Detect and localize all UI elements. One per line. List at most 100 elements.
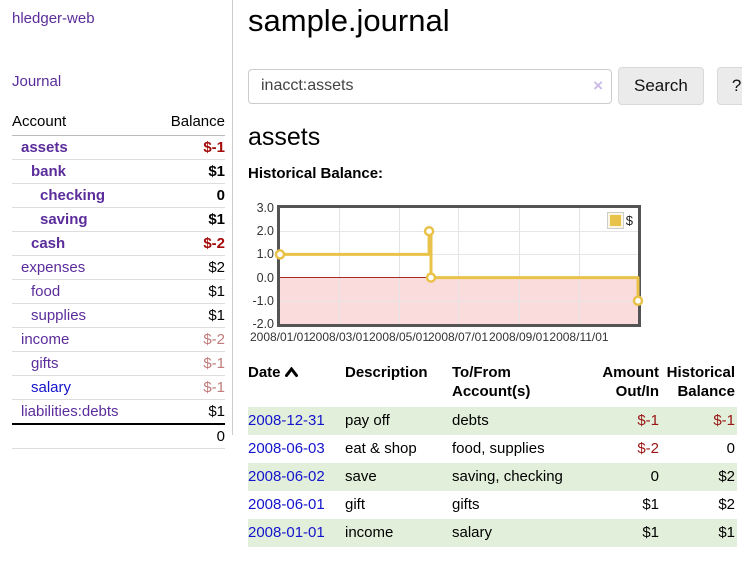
transaction-balance: $2 (659, 463, 737, 491)
y-tick-label: 1.0 (256, 247, 274, 261)
transaction-accounts: debts (452, 407, 582, 435)
account-link-supplies[interactable]: supplies (31, 307, 87, 324)
account-row: checking 0 (12, 183, 225, 208)
account-row: saving $1 (12, 207, 225, 232)
transaction-amount: $1 (582, 519, 659, 547)
account-balance: $1 (153, 279, 225, 304)
account-link-saving[interactable]: saving (40, 211, 88, 228)
account-link-food[interactable]: food (31, 283, 61, 300)
brand-link[interactable]: hledger-web (12, 10, 95, 27)
account-balance: $-2 (153, 327, 225, 352)
search-input[interactable] (248, 68, 612, 104)
account-balance: $1 (153, 207, 225, 232)
gridline (579, 208, 580, 324)
chart-heading: Historical Balance: (248, 165, 384, 182)
account-balance: $1 (153, 303, 225, 328)
transaction-accounts: salary (452, 519, 582, 547)
transaction-accounts: food, supplies (452, 440, 545, 457)
main-content: sample.journal × Search ? assets Histori… (248, 0, 742, 582)
account-link-salary[interactable]: salary (31, 379, 72, 396)
search-button[interactable]: Search (618, 67, 704, 105)
account-link-checking[interactable]: checking (40, 187, 106, 204)
transaction-balance: $2 (718, 496, 735, 513)
transaction-date-link[interactable]: 2008-06-01 (248, 496, 325, 513)
transaction-date-link[interactable]: 2008-06-02 (248, 468, 325, 485)
account-row: salary $-1 (12, 375, 225, 400)
transaction-description: eat & shop (345, 440, 417, 457)
help-button[interactable]: ? (716, 67, 742, 105)
accounts-table: Account Balance assets $-1 bank $1 check… (12, 110, 225, 449)
register-header-balance: Historical Balance (666, 364, 735, 400)
account-link-cash[interactable]: cash (31, 235, 66, 252)
balance-step-line (280, 229, 640, 301)
clear-search-icon[interactable]: × (593, 75, 603, 95)
transaction-accounts: saving, checking (452, 463, 582, 491)
account-row: expenses $2 (12, 255, 225, 280)
account-heading: assets (248, 123, 321, 151)
sort-ascending-icon (284, 367, 298, 377)
data-point-marker (425, 272, 437, 283)
transaction-amount: $1 (642, 496, 659, 513)
account-row: supplies $1 (12, 303, 225, 328)
account-balance: $-1 (153, 351, 225, 376)
transaction-description: save (345, 463, 452, 491)
plot-area: $ (274, 205, 644, 327)
account-link-income[interactable]: income (21, 331, 70, 348)
historical-balance-chart: 3.0 2.0 1.0 0.0 -1.0 -2.0 $ 2 (248, 201, 668, 355)
accounts-header-balance: Balance (153, 110, 225, 136)
account-balance: $-1 (153, 135, 225, 160)
transaction-balance: $-1 (659, 407, 737, 435)
x-tick-label: 2008/03/01 (308, 330, 370, 344)
transaction-description: gift (345, 496, 366, 513)
legend-label: $ (625, 213, 633, 228)
register-row: 2008-12-31 pay off debts $-1 $-1 (248, 407, 737, 435)
transaction-date-link[interactable]: 2008-06-03 (248, 440, 325, 457)
y-tick-label: 3.0 (256, 201, 274, 215)
register-row: 2008-06-03 eat & shop food, supplies $-2… (248, 435, 737, 463)
y-tick-label: -1.0 (252, 294, 274, 308)
register-header-tofrom: To/From Account(s) (452, 364, 531, 400)
account-link-assets[interactable]: assets (21, 139, 68, 156)
x-tick-label: 2008/11/01 (549, 330, 609, 344)
register-row: 2008-01-01 income salary $1 $1 (248, 519, 737, 547)
sidebar-item-journal[interactable]: Journal (12, 73, 62, 90)
account-row: liabilities:debts $1 (12, 399, 225, 425)
account-link-liabilities-debts[interactable]: liabilities:debts (21, 403, 119, 420)
gridline (339, 208, 340, 324)
account-balance: 0 (153, 183, 225, 208)
sidebar: hledger-web Journal Account Balance asse… (0, 0, 233, 449)
gridline (280, 301, 638, 302)
register-row: 2008-06-01 gift gifts $1 $2 (248, 491, 737, 519)
gridline (280, 254, 638, 255)
register-table: Date Description To/From Account(s) Amou… (248, 363, 737, 547)
register-header-description: Description (345, 364, 428, 381)
page-title: sample.journal (248, 3, 450, 38)
transaction-description: income (345, 519, 452, 547)
account-row: assets $-1 (12, 135, 225, 160)
register-header-date[interactable]: Date (248, 363, 345, 407)
account-row: income $-2 (12, 327, 225, 352)
legend-swatch-icon (606, 212, 624, 229)
transaction-amount: $-1 (582, 407, 659, 435)
transaction-amount: 0 (582, 463, 659, 491)
account-link-expenses[interactable]: expenses (21, 259, 86, 276)
y-tick-label: 2.0 (256, 224, 274, 238)
register-header-amount: Amount Out/In (602, 364, 659, 400)
register-header-row: Date Description To/From Account(s) Amou… (248, 363, 737, 407)
transaction-date-link[interactable]: 2008-12-31 (248, 412, 325, 429)
search-form: × Search ? (248, 67, 742, 105)
transaction-date-link[interactable]: 2008-01-01 (248, 524, 325, 541)
transaction-description: pay off (345, 407, 452, 435)
x-tick-label: 2008/09/01 (488, 330, 550, 344)
account-link-bank[interactable]: bank (31, 163, 67, 180)
accounts-total-row: 0 (12, 423, 225, 449)
transaction-accounts: gifts (452, 496, 480, 513)
chart-legend: $ (606, 212, 633, 229)
account-balance: $1 (153, 399, 225, 425)
account-row: cash $-2 (12, 231, 225, 256)
x-tick-label: 2008/07/01 (427, 330, 489, 344)
y-tick-label: 0.0 (256, 271, 274, 285)
account-link-gifts[interactable]: gifts (31, 355, 59, 372)
transaction-balance: $1 (659, 519, 737, 547)
account-row: food $1 (12, 279, 225, 304)
